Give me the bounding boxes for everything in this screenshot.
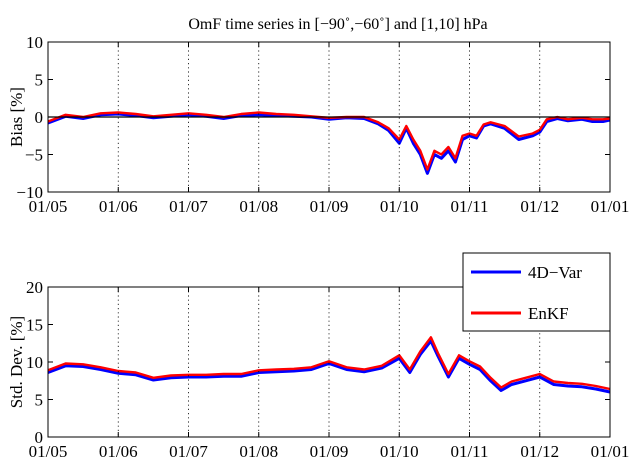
bias-y-tick-label: 5 — [35, 71, 44, 90]
bias-y-tick-label: −5 — [25, 146, 43, 165]
stddev-x-tick-label: 01/12 — [520, 442, 559, 461]
bias-x-tick-label: 01/11 — [450, 197, 488, 216]
bias-x-tick-label: 01/10 — [380, 197, 419, 216]
stddev-panel: 0 5 10 15 20 01/05 01/06 01/07 01/08 01/09 01/10 01… — [7, 278, 629, 461]
bias-y-tick-label: 0 — [35, 108, 44, 127]
legend-label-enkf: EnKF — [528, 304, 569, 323]
stddev-series-group — [47, 336, 611, 394]
legend-label-4dvar: 4D−Var — [528, 263, 582, 282]
bias-x-tick-label: 01/05 — [29, 197, 68, 216]
stddev-x-tick-label: 01/01 — [591, 442, 630, 461]
bias-series-group — [47, 111, 611, 175]
stddev-series-4dvar-line — [47, 339, 611, 394]
stddev-x-tick-label: 01/08 — [239, 442, 278, 461]
stddev-y-axis-label: Std. Dev. [%] — [7, 316, 26, 408]
stddev-series-enkf-line — [47, 336, 611, 391]
bias-y-tick-label: −10 — [16, 183, 43, 202]
stddev-y-tick-label: 5 — [35, 391, 44, 410]
stddev-ticks: 0 5 10 15 20 01/05 01/06 01/07 01/08 01/09 01/10 01… — [26, 278, 629, 461]
legend-box — [462, 252, 611, 332]
bias-x-tick-label: 01/08 — [239, 197, 278, 216]
stddev-x-tick-label: 01/10 — [380, 442, 419, 461]
stddev-x-tick-label: 01/11 — [450, 442, 488, 461]
stddev-y-tick-label: 0 — [35, 428, 44, 447]
bias-x-tick-label: 01/12 — [520, 197, 559, 216]
bias-x-tick-label: 01/07 — [169, 197, 208, 216]
bias-x-tick-label: 01/06 — [99, 197, 138, 216]
bias-series-enkf-line — [47, 111, 611, 171]
stddev-y-tick-label: 20 — [26, 278, 43, 297]
legend: 4D−Var EnKF — [462, 252, 611, 332]
bias-series-4dvar-line — [47, 112, 611, 175]
stddev-x-tick-label: 01/09 — [310, 442, 349, 461]
stddev-y-tick-label: 10 — [26, 353, 43, 372]
bias-ticks: −10 −5 0 5 10 01/05 01/06 01/07 01/08 01/09 01/10 0… — [16, 33, 629, 216]
bias-y-tick-label: 10 — [26, 33, 43, 52]
bias-x-tick-label: 01/09 — [310, 197, 349, 216]
bias-gridlines — [48, 42, 610, 192]
stddev-x-tick-label: 01/06 — [99, 442, 138, 461]
stddev-x-tick-label: 01/05 — [29, 442, 68, 461]
bias-panel: −10 −5 0 5 10 01/05 01/06 01/07 01/08 01/09 01/10 0… — [7, 33, 629, 216]
bias-x-tick-label: 01/01 — [591, 197, 630, 216]
stddev-x-tick-label: 01/07 — [169, 442, 208, 461]
stddev-y-tick-label: 15 — [26, 316, 43, 335]
figure-title: OmF time series in [−90˚,−60˚] and [1,10… — [188, 16, 487, 33]
bias-y-axis-label: Bias [%] — [7, 87, 26, 147]
